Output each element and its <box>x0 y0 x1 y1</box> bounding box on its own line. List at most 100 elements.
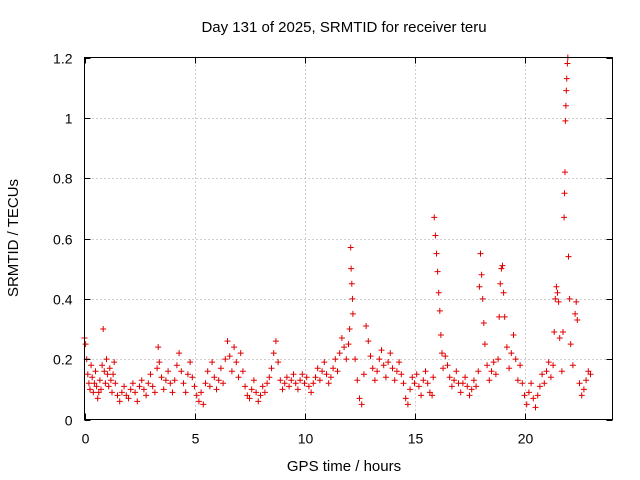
data-point <box>521 392 528 399</box>
data-point <box>434 268 441 275</box>
data-point <box>138 377 145 384</box>
x-tick-label: 5 <box>192 431 200 447</box>
data-point <box>286 383 293 390</box>
data-point <box>102 380 109 387</box>
data-point <box>259 383 266 390</box>
data-point <box>105 383 112 390</box>
data-point <box>261 389 268 396</box>
x-axis-title: GPS time / hours <box>287 458 401 475</box>
data-point <box>431 214 438 221</box>
data-point <box>481 341 488 348</box>
data-point <box>363 322 370 329</box>
data-point <box>400 380 407 387</box>
data-point <box>378 347 385 354</box>
data-point <box>519 380 526 387</box>
data-point <box>321 359 328 366</box>
data-point <box>308 389 315 396</box>
data-point <box>272 338 279 345</box>
data-point <box>237 350 244 357</box>
data-point <box>246 395 253 402</box>
y-tick-label: 0.2 <box>53 352 73 368</box>
data-point <box>111 359 118 366</box>
data-point <box>312 374 319 381</box>
data-point <box>158 374 165 381</box>
data-point <box>279 386 286 393</box>
y-tick-label: 0 <box>65 413 73 429</box>
data-point <box>270 350 277 357</box>
data-point <box>178 368 185 375</box>
data-point <box>583 377 590 384</box>
data-point <box>266 374 273 381</box>
data-point <box>125 395 132 402</box>
data-point <box>244 392 251 399</box>
data-point <box>528 380 535 387</box>
data-point <box>136 383 143 390</box>
data-point <box>358 401 365 408</box>
data-point <box>436 307 443 314</box>
data-point <box>209 359 216 366</box>
data-point <box>275 359 282 366</box>
data-point <box>558 368 565 375</box>
data-point <box>562 117 569 124</box>
data-point <box>418 392 425 399</box>
data-point <box>134 398 141 405</box>
data-point <box>341 344 348 351</box>
data-point <box>346 326 353 332</box>
data-point <box>517 362 524 369</box>
data-point <box>360 371 367 378</box>
data-point <box>569 362 576 369</box>
data-point <box>110 371 117 378</box>
data-point <box>563 87 570 94</box>
x-tick-label: 0 <box>82 431 90 447</box>
data-point <box>220 380 227 387</box>
data-point <box>231 344 238 351</box>
data-point <box>162 377 169 384</box>
data-point <box>89 374 96 381</box>
data-point <box>200 401 207 408</box>
data-point <box>553 283 560 290</box>
data-point <box>94 395 101 402</box>
data-point <box>562 102 569 109</box>
data-point <box>235 374 242 381</box>
data-point <box>332 356 339 363</box>
data-point <box>204 368 211 375</box>
data-point <box>226 353 233 360</box>
data-point <box>367 353 374 360</box>
data-point <box>492 371 499 378</box>
data-point <box>155 344 162 351</box>
data-point <box>348 280 355 287</box>
data-point <box>189 374 196 381</box>
x-tick-label: 10 <box>298 431 314 447</box>
data-point <box>508 350 515 357</box>
data-point <box>319 368 326 375</box>
data-point <box>464 383 471 390</box>
data-point <box>477 250 484 257</box>
data-point <box>387 350 394 357</box>
data-point <box>495 356 502 363</box>
data-point <box>369 365 376 372</box>
data-point <box>523 401 530 408</box>
data-point <box>506 365 513 372</box>
data-point <box>169 389 176 396</box>
data-point <box>114 392 121 399</box>
data-point <box>206 383 213 390</box>
y-tick-label: 0.6 <box>53 232 73 248</box>
data-point <box>187 359 194 366</box>
data-point <box>103 356 110 363</box>
data-point <box>123 392 130 399</box>
data-point <box>222 356 229 363</box>
data-point <box>536 383 543 390</box>
data-point <box>442 353 449 360</box>
data-point <box>580 386 587 393</box>
data-point <box>439 350 445 357</box>
y-axis-title: SRMTID / TECUs <box>5 179 22 297</box>
data-point <box>109 389 115 396</box>
data-point <box>564 60 571 67</box>
data-point <box>106 365 113 372</box>
data-point <box>198 389 205 396</box>
data-point <box>211 374 218 381</box>
data-point <box>100 326 107 332</box>
data-point <box>376 356 383 363</box>
data-point <box>129 380 136 387</box>
